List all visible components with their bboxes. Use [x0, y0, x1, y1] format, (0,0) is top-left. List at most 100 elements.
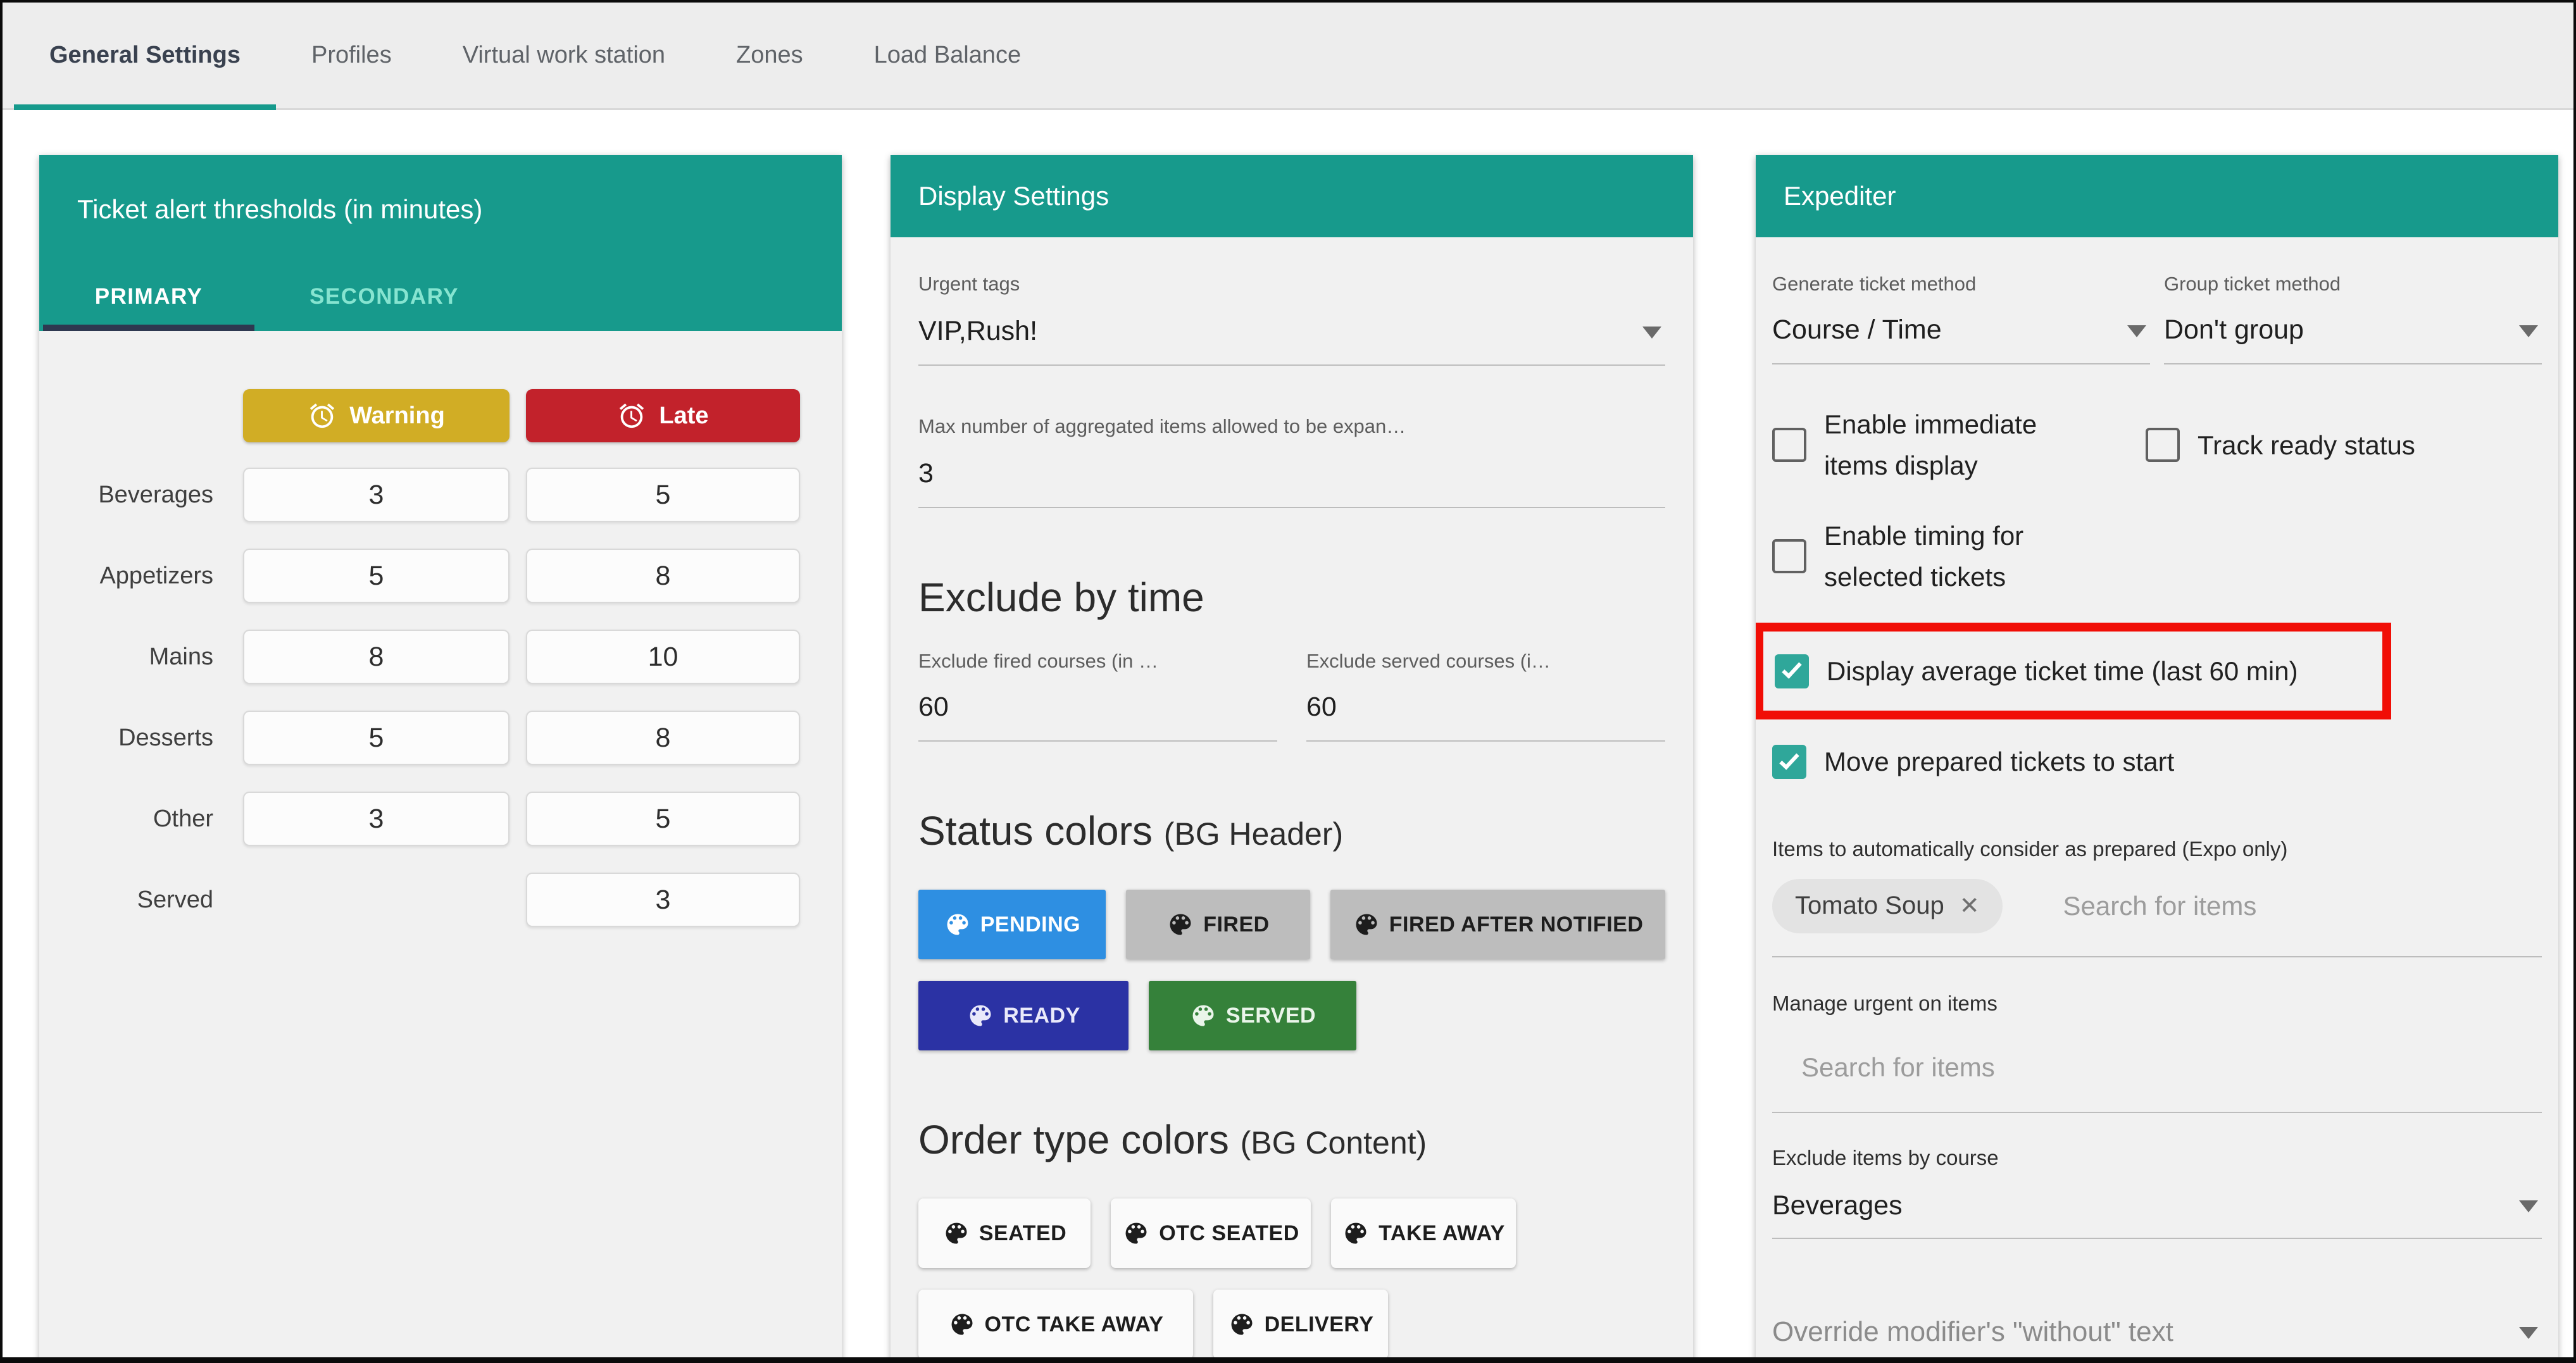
table-row-beverages: Beverages 3 5	[39, 468, 842, 522]
exclude-course-select[interactable]: Beverages	[1772, 1190, 2542, 1221]
status-fired-button[interactable]: FIRED	[1125, 890, 1311, 959]
group-ticket-method-field: Group ticket method Don't group	[2164, 273, 2542, 364]
checkbox-label: Enable timing for selected tickets	[1824, 521, 2024, 592]
exclude-course-label: Exclude items by course	[1772, 1145, 1999, 1169]
prepared-items-input[interactable]: Tomato Soup ✕ Search for items	[1772, 878, 2542, 933]
expediter-body: Generate ticket method Course / Time Gro…	[1756, 237, 2558, 1357]
tab-general-settings[interactable]: General Settings	[14, 3, 276, 110]
palette-icon	[1189, 1002, 1217, 1030]
row-label: Desserts	[118, 724, 213, 751]
display-average-ticket-time-checkbox-row[interactable]: Display average ticket time (last 60 min…	[1775, 650, 2371, 692]
tab-label: Load Balance	[873, 42, 1022, 68]
track-ready-status-checkbox-row[interactable]: Track ready status	[2146, 404, 2415, 486]
table-row-desserts: Desserts 5 8	[39, 711, 842, 765]
max-aggregated-input[interactable]: 3	[918, 458, 934, 489]
appetizers-late-input[interactable]: 8	[526, 549, 800, 603]
status-fired-after-notified-button[interactable]: FIRED AFTER NOTIFIED	[1330, 890, 1666, 959]
status-colors-subheading: (BG Header)	[1163, 816, 1344, 852]
order-take-away-button[interactable]: TAKE AWAY	[1331, 1198, 1516, 1268]
group-ticket-method-select[interactable]: Don't group	[2164, 314, 2542, 345]
order-type-colors-heading-text: Order type colors	[918, 1117, 1229, 1162]
prepared-items-search-input[interactable]: Search for items	[2063, 890, 2257, 921]
palette-icon	[1166, 911, 1194, 938]
checkbox-label: Display average ticket time (last 60 min…	[1827, 656, 2298, 687]
exclude-served-input[interactable]: 60	[1306, 692, 1337, 722]
order-type-colors-subheading: (BG Content)	[1240, 1125, 1427, 1161]
exclude-by-time-heading: Exclude by time	[918, 575, 1204, 620]
active-tab-underline	[14, 104, 276, 110]
table-row-appetizers: Appetizers 5 8	[39, 549, 842, 603]
beverages-warning-input[interactable]: 3	[243, 468, 510, 522]
thresholds-grid: Beverages 3 5 Appetizers 5 8 Mains 8 10	[39, 468, 842, 927]
tab-load-balance[interactable]: Load Balance	[839, 3, 1056, 108]
ticket-alert-thresholds-card: Ticket alert thresholds (in minutes) PRI…	[39, 155, 842, 1357]
checkbox-unchecked[interactable]	[1772, 428, 1806, 463]
tab-secondary[interactable]: SECONDARY	[280, 263, 489, 331]
enable-timing-checkbox-row[interactable]: Enable timing for selected tickets	[1772, 515, 2542, 597]
checkbox-unchecked[interactable]	[2146, 428, 2180, 463]
mains-warning-input[interactable]: 8	[243, 630, 510, 684]
palette-icon	[1342, 1219, 1370, 1247]
checkbox-checked[interactable]	[1772, 745, 1806, 780]
status-pending-button[interactable]: PENDING	[918, 890, 1106, 959]
checkbox-label: Move prepared tickets to start	[1824, 747, 2175, 777]
status-ready-button[interactable]: READY	[918, 981, 1129, 1050]
status-colors-row-1: PENDING FIRED FIRED AFTER NOTIFIED	[918, 890, 1666, 959]
status-colors-row-2: READY SERVED	[918, 981, 1665, 1050]
tab-zones[interactable]: Zones	[701, 3, 839, 108]
tab-label: General Settings	[49, 42, 241, 68]
manage-urgent-label: Manage urgent on items	[1772, 991, 1998, 1015]
status-colors-heading: Status colors (BG Header)	[918, 807, 1665, 854]
status-colors-heading-text: Status colors	[918, 808, 1153, 854]
other-warning-input[interactable]: 3	[243, 792, 510, 846]
order-otc-take-away-button[interactable]: OTC TAKE AWAY	[918, 1290, 1193, 1357]
chevron-down-icon	[2127, 325, 2146, 337]
status-served-button[interactable]: SERVED	[1149, 981, 1356, 1050]
order-delivery-button[interactable]: DELIVERY	[1213, 1290, 1388, 1357]
tab-primary[interactable]: PRIMARY	[43, 263, 254, 331]
warning-column-button[interactable]: Warning	[243, 389, 510, 442]
row-label: Mains	[149, 643, 213, 670]
content-area: Ticket alert thresholds (in minutes) PRI…	[3, 112, 2573, 1357]
generate-ticket-method-select[interactable]: Course / Time	[1772, 314, 2150, 345]
tab-profiles[interactable]: Profiles	[276, 3, 427, 108]
exclude-fired-label: Exclude fired courses (in …	[918, 650, 1159, 672]
table-row-mains: Mains 8 10	[39, 630, 842, 684]
desserts-late-input[interactable]: 8	[526, 711, 800, 765]
desserts-warning-input[interactable]: 5	[243, 711, 510, 765]
exclude-fired-input[interactable]: 60	[918, 692, 949, 722]
exclude-fired-field: Exclude fired courses (in … 60	[918, 650, 1277, 742]
thresholds-body: Warning Late Beverages 3 5 Appetizers	[39, 331, 842, 1357]
chevron-down-icon	[2519, 1200, 2538, 1213]
checkbox-unchecked[interactable]	[1772, 539, 1806, 574]
urgent-tags-select[interactable]: VIP,Rush!	[918, 316, 1665, 347]
status-served-label: SERVED	[1225, 1003, 1316, 1028]
tab-label: Virtual work station	[462, 42, 666, 68]
manage-urgent-search-input[interactable]: Search for items	[1801, 1052, 1995, 1082]
late-column-button[interactable]: Late	[526, 389, 800, 442]
beverages-late-input[interactable]: 5	[526, 468, 800, 522]
other-late-input[interactable]: 5	[526, 792, 800, 846]
tab-secondary-label: SECONDARY	[309, 284, 459, 309]
palette-icon	[1228, 1310, 1256, 1338]
palette-icon	[944, 911, 972, 938]
checkbox-checked[interactable]	[1775, 654, 1809, 688]
order-otc-take-away-label: OTC TAKE AWAY	[984, 1312, 1164, 1336]
remove-icon[interactable]: ✕	[1959, 893, 1980, 920]
override-without-select[interactable]: Override modifier's "without" text	[1772, 1316, 2542, 1348]
tab-virtual-work-station[interactable]: Virtual work station	[427, 3, 701, 108]
warning-column-label: Warning	[349, 402, 445, 429]
appetizers-warning-input[interactable]: 5	[243, 549, 510, 603]
order-otc-seated-label: OTC SEATED	[1159, 1221, 1299, 1245]
order-seated-button[interactable]: SEATED	[918, 1198, 1091, 1268]
mains-late-input[interactable]: 10	[526, 630, 800, 684]
enable-immediate-items-checkbox-row[interactable]: Enable immediate items display	[1772, 404, 2146, 486]
status-fired-label: FIRED	[1203, 912, 1270, 937]
served-late-input[interactable]: 3	[526, 873, 800, 927]
move-prepared-tickets-checkbox-row[interactable]: Move prepared tickets to start	[1772, 741, 2542, 782]
chip-tomato-soup[interactable]: Tomato Soup ✕	[1772, 878, 2003, 933]
alarm-icon	[308, 401, 337, 430]
order-otc-seated-button[interactable]: OTC SEATED	[1111, 1198, 1311, 1268]
divider	[1772, 363, 2150, 364]
display-settings-title: Display Settings	[891, 155, 1693, 237]
